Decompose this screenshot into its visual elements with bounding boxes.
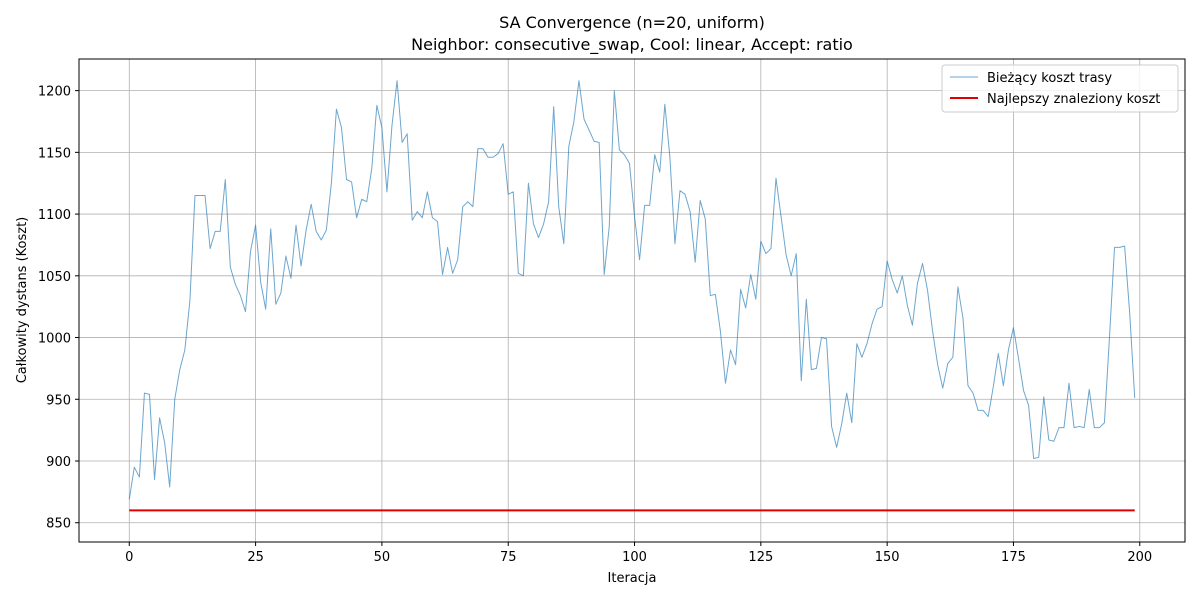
legend-box (941, 64, 1179, 113)
x-tick-label: 175 (1001, 550, 1026, 565)
x-tick-label: 50 (374, 550, 391, 565)
y-axis-label: Całkowity dystans (Koszt) (15, 217, 30, 384)
x-axis-label: Iteracja (608, 571, 657, 586)
y-tick-label: 1100 (38, 208, 71, 223)
y-tick-label: 1150 (38, 146, 71, 161)
y-tick-label: 1050 (38, 270, 71, 285)
legend-label-current-cost: Bieżący koszt trasy (987, 71, 1112, 86)
x-tick-label: 100 (622, 550, 647, 565)
x-tick-label: 200 (1127, 550, 1152, 565)
y-tick-label: 900 (46, 455, 71, 470)
x-tick-label: 150 (875, 550, 900, 565)
legend-label-best-cost: Najlepszy znaleziony koszt (987, 92, 1160, 107)
ticks: 0 25 50 75 100 125 150 175 200 850 900 950 1000 1050 1… (38, 85, 1152, 565)
y-tick-label: 850 (46, 517, 71, 532)
plot-frame (78, 58, 1186, 543)
chart-title-line2: Neighbor: consecutive_swap, Cool: linear… (411, 35, 853, 55)
y-tick-label: 1200 (38, 85, 71, 100)
x-tick-label: 75 (500, 550, 517, 565)
chart-title-line1: SA Convergence (n=20, uniform) (499, 13, 765, 32)
x-tick-label: 0 (125, 550, 133, 565)
x-tick-label: 125 (748, 550, 773, 565)
x-tick-label: 25 (247, 550, 264, 565)
grid (79, 59, 1185, 542)
series-layer (128, 80, 1136, 512)
legend: Bieżący koszt trasy Najlepszy znaleziony… (941, 64, 1179, 113)
y-tick-label: 950 (46, 393, 71, 408)
series-current-cost-line (128, 80, 1136, 500)
y-tick-label: 1000 (38, 332, 71, 347)
